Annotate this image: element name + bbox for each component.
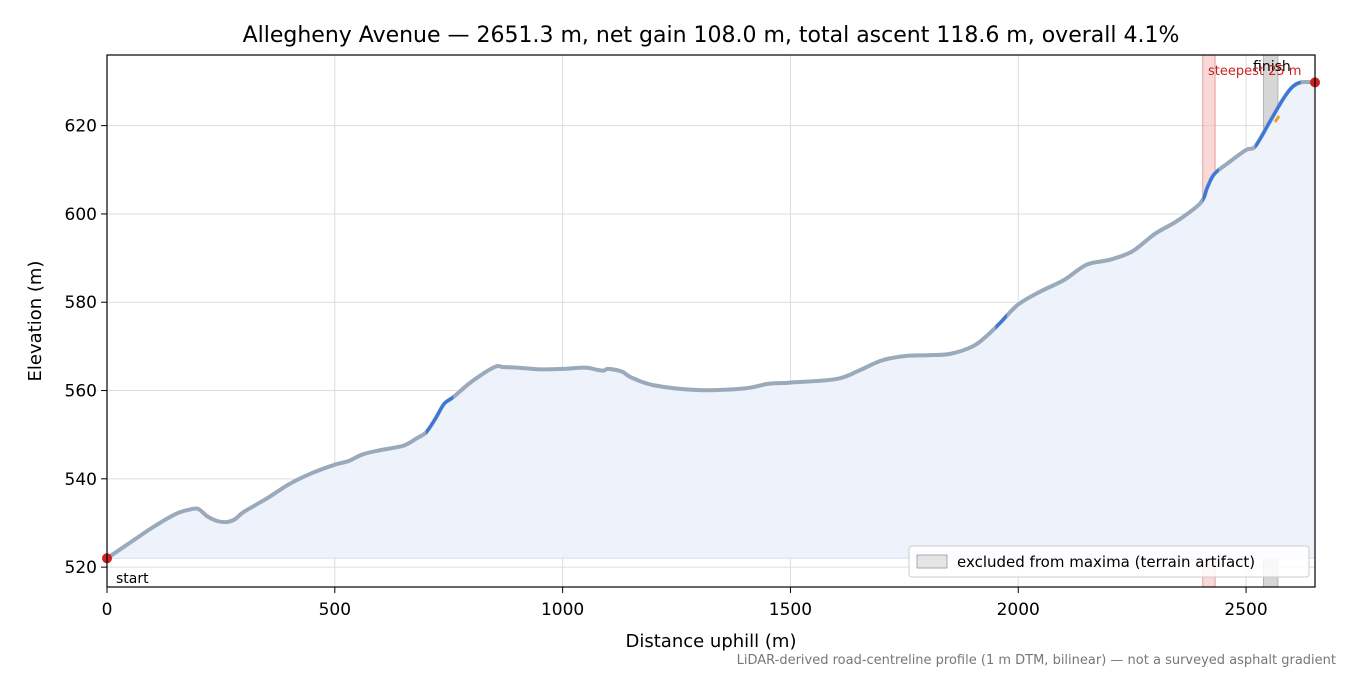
start-label: start [116, 571, 149, 587]
x-tick-label: 1500 [769, 600, 812, 620]
profile-line-path [105, 79, 1317, 561]
y-axis-label: Elevation (m) [25, 261, 46, 382]
legend-swatch [916, 554, 948, 569]
y-tick-label: 580 [65, 293, 97, 313]
steepest-label: steepest 25 m [1208, 64, 1301, 79]
x-tick-label: 0 [102, 600, 113, 620]
legend-box [908, 545, 1310, 578]
x-axis-label: Distance uphill (m) [626, 631, 797, 652]
legend: excluded from maxima (terrain artifact) [908, 545, 1310, 578]
x-tick-label: 1000 [541, 600, 584, 620]
y-tick-label: 560 [65, 382, 97, 402]
chart-title: Allegheny Avenue — 2651.3 m, net gain 10… [243, 23, 1180, 48]
y-tick-label: 540 [65, 470, 97, 490]
elevation-fill [107, 81, 1315, 559]
x-tick-label: 2500 [1224, 600, 1267, 620]
x-tick-label: 2000 [997, 600, 1040, 620]
x-tick-label: 500 [319, 600, 351, 620]
grade-accent [1273, 115, 1281, 123]
x-axis-ticks: 0 500 1000 1500 2000 2500 [102, 587, 1268, 620]
y-tick-label: 600 [65, 205, 97, 225]
plot-frame [106, 54, 1316, 588]
y-axis-ticks: 520 540 560 580 600 620 [65, 117, 107, 578]
legend-label: excluded from maxima (terrain artifact) [957, 553, 1255, 571]
y-tick-label: 620 [65, 117, 97, 137]
footnote: LiDAR-derived road-centreline profile (1… [737, 653, 1336, 668]
profile-line [105, 79, 1317, 561]
y-tick-label: 520 [65, 558, 97, 578]
finish-label: finish [1253, 59, 1291, 75]
